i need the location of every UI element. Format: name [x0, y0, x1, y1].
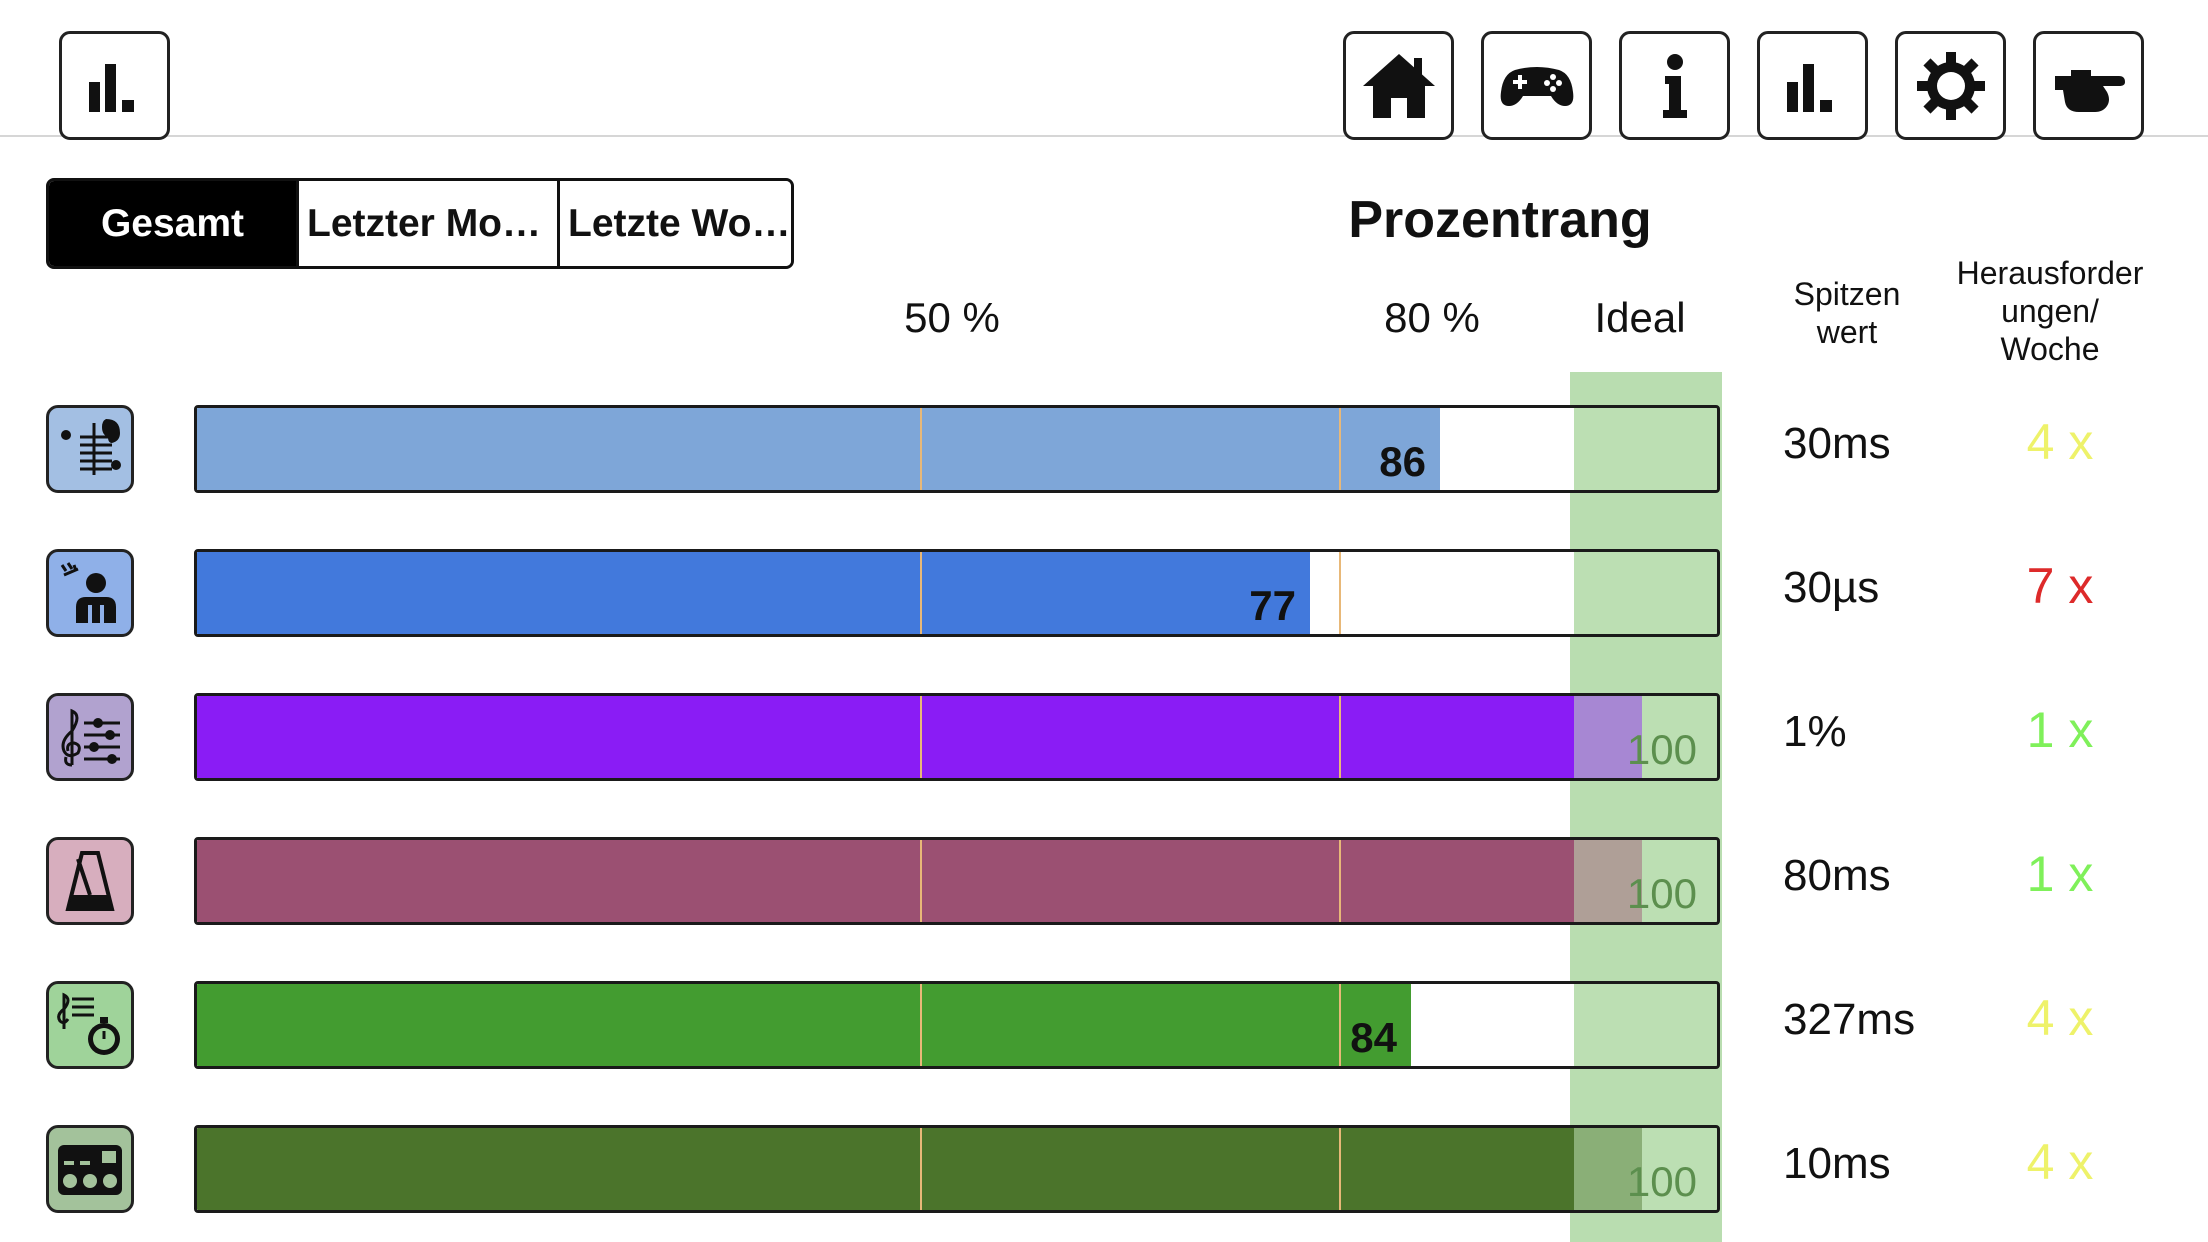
- home-icon: [1362, 53, 1435, 118]
- period-tabs: Gesamt Letzter Mo… Letzte Wo…: [46, 178, 794, 269]
- row-icon-rhythm-pads[interactable]: [46, 1125, 134, 1213]
- row-icon-metronome[interactable]: [46, 837, 134, 925]
- ideal-overlay: [1574, 408, 1717, 490]
- ideal-overlay: [1574, 552, 1717, 634]
- bar-chart-icon: [1786, 63, 1832, 112]
- pitch-hearing-icon: [61, 419, 121, 475]
- clef-stopwatch-icon: [57, 992, 120, 1055]
- ideal-overlay: [1574, 840, 1717, 922]
- ideal-overlay: [1574, 1128, 1717, 1210]
- marker-50: [920, 1128, 922, 1210]
- marker-80: [1339, 552, 1341, 634]
- row-icon-clef-sliders[interactable]: [46, 693, 134, 781]
- peak-value: 80ms: [1783, 851, 1891, 900]
- row-icon-pitch-hearing[interactable]: [46, 405, 134, 493]
- gear-icon: [1916, 51, 1985, 120]
- percentile-bar: 86: [194, 405, 1720, 493]
- metronome-icon: [65, 851, 115, 911]
- marker-50: [920, 408, 922, 490]
- marker-80: [1339, 840, 1341, 922]
- peak-value: 327ms: [1783, 995, 1916, 1044]
- peak-value: 10ms: [1783, 1139, 1891, 1188]
- statistics-button[interactable]: [1757, 31, 1868, 140]
- pointer-button[interactable]: [2033, 31, 2144, 140]
- person-listening-icon: [60, 562, 116, 623]
- marker-50: [920, 984, 922, 1066]
- scale-label-80: 80 %: [1384, 294, 1480, 341]
- home-button[interactable]: [1343, 31, 1454, 140]
- challenges-per-week: 7 x: [2026, 558, 2094, 614]
- bar-fill: [197, 408, 1440, 490]
- challenges-per-week: 4 x: [2026, 1134, 2094, 1190]
- treble-clef-sliders-icon: [61, 708, 120, 767]
- percentile-bar: 77: [194, 549, 1720, 637]
- bar-value: 77: [1249, 582, 1296, 629]
- percentile-bar: 100: [194, 837, 1720, 925]
- challenges-column-header: Herausforder ungen/ Woche: [1956, 255, 2144, 367]
- page-title: Prozentrang: [1348, 191, 1652, 249]
- tab-last-week[interactable]: Letzte Wo…: [557, 181, 791, 266]
- challenges-per-week: 1 x: [2026, 846, 2094, 902]
- info-icon: [1662, 53, 1687, 118]
- bar-fill: [197, 984, 1411, 1066]
- bar-fill: [197, 696, 1642, 778]
- bar-value: 100: [1626, 870, 1697, 917]
- rhythm-pads-icon: [58, 1145, 122, 1195]
- bar-fill: [197, 840, 1642, 922]
- marker-80: [1339, 696, 1341, 778]
- marker-80: [1339, 1128, 1341, 1210]
- peak-value: 30µs: [1783, 563, 1880, 612]
- ideal-overlay: [1574, 696, 1717, 778]
- pointing-hand-icon: [2054, 69, 2125, 112]
- percentile-bar: 84: [194, 981, 1720, 1069]
- marker-50: [920, 696, 922, 778]
- bar-fill: [197, 552, 1310, 634]
- info-button[interactable]: [1619, 31, 1730, 140]
- bar-value: 84: [1350, 1014, 1397, 1061]
- marker-80: [1339, 984, 1341, 1066]
- bar-value: 100: [1626, 726, 1697, 773]
- bar-fill: [197, 1128, 1642, 1210]
- peak-value: 30ms: [1783, 419, 1891, 468]
- header-divider: [0, 135, 2208, 137]
- bar-value: 86: [1379, 438, 1426, 485]
- challenges-per-week: 4 x: [2026, 990, 2094, 1046]
- scale-label-50: 50 %: [904, 294, 1000, 341]
- peak-value: 1%: [1783, 707, 1847, 756]
- peak-column-header: Spitzen wert: [1793, 276, 1901, 350]
- challenges-per-week: 4 x: [2026, 414, 2094, 470]
- scale-label-ideal: Ideal: [1594, 294, 1686, 341]
- tab-gesamt[interactable]: Gesamt: [49, 181, 296, 266]
- tab-last-month[interactable]: Letzter Mo…: [296, 181, 557, 266]
- marker-50: [920, 552, 922, 634]
- percentile-bar: 100: [194, 1125, 1720, 1213]
- bar-value: 100: [1626, 1158, 1697, 1205]
- settings-button[interactable]: [1895, 31, 2006, 140]
- ideal-overlay: [1574, 984, 1717, 1066]
- challenges-per-week: 1 x: [2026, 702, 2094, 758]
- ideal-zone: [1570, 372, 1722, 1242]
- stats-button[interactable]: [59, 31, 170, 140]
- marker-80: [1339, 408, 1341, 490]
- marker-50: [920, 840, 922, 922]
- gamepad-icon: [1500, 66, 1573, 106]
- games-button[interactable]: [1481, 31, 1592, 140]
- bar-chart-icon: [88, 63, 134, 112]
- row-icon-person-listening[interactable]: [46, 549, 134, 637]
- percentile-bar: 100: [194, 693, 1720, 781]
- row-icon-clef-stopwatch[interactable]: [46, 981, 134, 1069]
